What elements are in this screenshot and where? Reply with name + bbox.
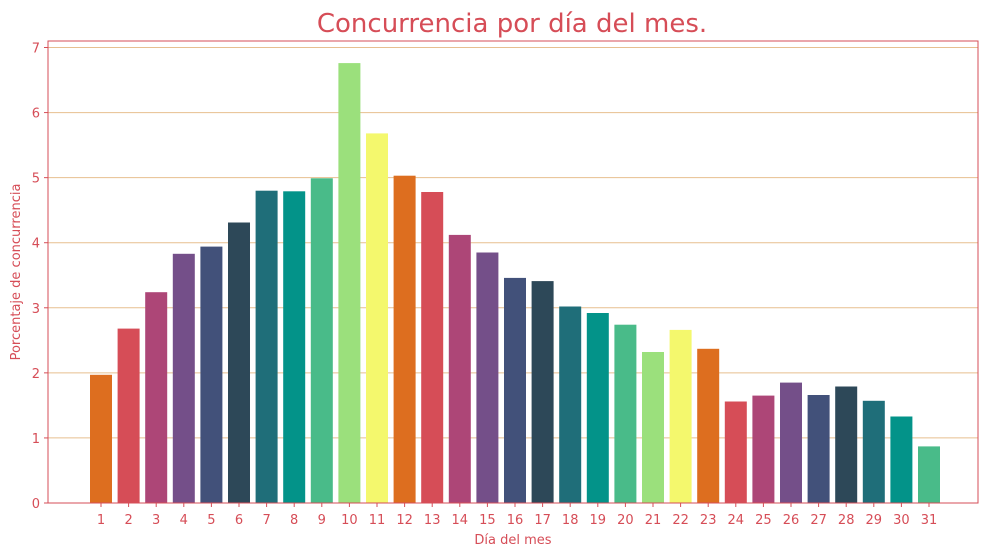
y-axis-ticks: 0 1 2 3 4 5 6 7 (32, 42, 48, 512)
x-tick-label: 29 (866, 513, 883, 528)
bar-day-12 (393, 175, 416, 503)
plot-frame (47, 40, 979, 504)
x-tick-label: 25 (755, 513, 772, 528)
x-tick-label: 8 (290, 513, 298, 528)
bar-day-28 (835, 386, 858, 503)
bar-day-19 (586, 313, 609, 503)
bar-day-23 (697, 348, 720, 503)
x-tick-label: 17 (534, 513, 551, 528)
x-tick-label: 6 (235, 513, 243, 528)
bar-day-17 (531, 281, 554, 503)
bar-day-24 (724, 401, 747, 503)
bar-day-10 (338, 63, 361, 503)
y-tick-label: 5 (32, 172, 40, 187)
x-tick-label: 26 (783, 513, 800, 528)
x-tick-label: 19 (590, 513, 607, 528)
x-tick-label: 18 (562, 513, 579, 528)
bar-day-29 (862, 400, 885, 503)
bar-day-15 (476, 252, 499, 503)
x-tick-label: 23 (700, 513, 717, 528)
bar-day-2 (117, 328, 140, 503)
x-tick-label: 20 (617, 513, 634, 528)
y-tick-label: 3 (32, 302, 40, 317)
bar-day-31 (918, 446, 940, 503)
bar-day-8 (283, 191, 306, 504)
x-tick-label: 3 (152, 513, 160, 528)
bar-day-14 (448, 234, 471, 503)
bar-day-20 (614, 324, 637, 503)
x-tick-label: 21 (645, 513, 662, 528)
x-tick-label: 31 (921, 513, 938, 528)
bar-day-16 (504, 277, 526, 503)
bar-day-30 (890, 416, 913, 503)
bar-day-1 (90, 374, 112, 503)
bar-day-7 (255, 190, 278, 503)
y-axis-label: Porcentaje de concurrencia (9, 184, 24, 361)
x-tick-label: 16 (507, 513, 524, 528)
x-tick-label: 28 (838, 513, 855, 528)
x-tick-label: 15 (479, 513, 496, 528)
x-tick-label: 24 (728, 513, 745, 528)
bar-day-3 (145, 292, 168, 503)
y-tick-label: 7 (32, 42, 40, 57)
x-tick-label: 22 (672, 513, 689, 528)
y-tick-label: 1 (32, 432, 40, 447)
x-tick-label: 1 (97, 513, 105, 528)
x-axis-ticks: 1 2 3 4 5 6 7 8 9 10 11 12 13 14 15 16 17 18 19 20 21 22 23 24 2… (97, 503, 937, 528)
bar-day-27 (807, 395, 830, 503)
bar-day-11 (366, 133, 388, 503)
x-tick-label: 4 (180, 513, 188, 528)
y-tick-label: 6 (32, 107, 40, 122)
x-tick-label: 14 (452, 513, 469, 528)
y-tick-label: 4 (32, 237, 40, 252)
chart-title: Concurrencia por día del mes. (317, 9, 707, 39)
bar-day-5 (200, 246, 223, 503)
x-tick-label: 27 (810, 513, 827, 528)
bar-day-13 (421, 192, 444, 503)
bar-day-6 (228, 222, 250, 503)
x-tick-label: 5 (207, 513, 215, 528)
x-axis-label: Día del mes (474, 533, 551, 548)
x-tick-label: 10 (341, 513, 358, 528)
x-tick-label: 30 (893, 513, 910, 528)
y-tick-label: 2 (32, 367, 40, 382)
bar-day-21 (642, 352, 664, 503)
y-tick-label: 0 (32, 497, 40, 512)
bars (90, 63, 940, 504)
bar-day-26 (780, 382, 802, 503)
bar-day-25 (752, 395, 775, 503)
x-tick-label: 2 (124, 513, 132, 528)
bar-day-9 (310, 178, 333, 504)
bar-day-22 (669, 329, 692, 503)
x-tick-label: 13 (424, 513, 441, 528)
x-tick-label: 7 (262, 513, 270, 528)
bar-day-4 (172, 253, 195, 503)
bar-day-18 (559, 306, 582, 503)
x-tick-label: 9 (318, 513, 326, 528)
x-tick-label: 11 (369, 513, 386, 528)
x-tick-label: 12 (396, 513, 413, 528)
